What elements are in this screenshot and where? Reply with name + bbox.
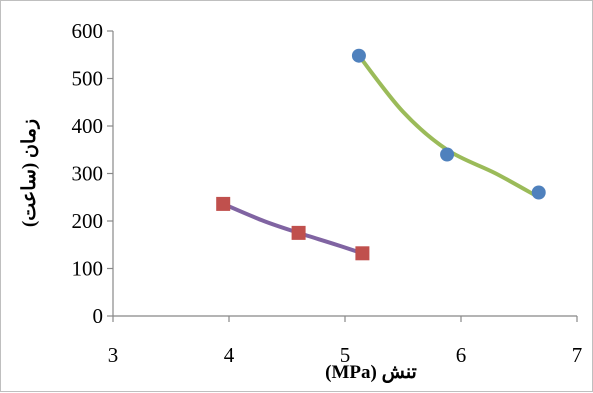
y-axis-ticks: 0 100 200 300 400 500 600	[72, 19, 113, 328]
series-2-point	[291, 225, 306, 240]
y-tick-label: 100	[72, 257, 104, 281]
series-1-point	[351, 48, 366, 63]
series-1-point	[531, 185, 546, 200]
y-axis-title: زمان (ساعت)	[19, 119, 40, 227]
series-1-trend-line	[356, 53, 541, 200]
y-tick-label: 400	[72, 114, 104, 138]
x-tick-label: 6	[456, 343, 467, 367]
x-axis-ticks: 3 4 5 6 7	[108, 316, 583, 367]
series-1-point	[440, 147, 455, 162]
x-tick-label: 5	[340, 343, 351, 367]
y-tick-label: 600	[72, 19, 104, 43]
x-tick-label: 3	[108, 343, 119, 367]
series-2-point	[216, 196, 231, 211]
y-tick-label: 500	[72, 67, 104, 91]
x-tick-label: 7	[572, 343, 583, 367]
trend-lines	[221, 53, 541, 256]
y-tick-label: 200	[72, 209, 104, 233]
data-markers	[216, 48, 546, 261]
x-axis-title: تنش (MPa)	[325, 362, 417, 383]
series-2-point	[355, 246, 370, 261]
y-tick-label: 0	[93, 304, 104, 328]
y-tick-label: 300	[72, 162, 104, 186]
x-tick-label: 4	[224, 343, 235, 367]
